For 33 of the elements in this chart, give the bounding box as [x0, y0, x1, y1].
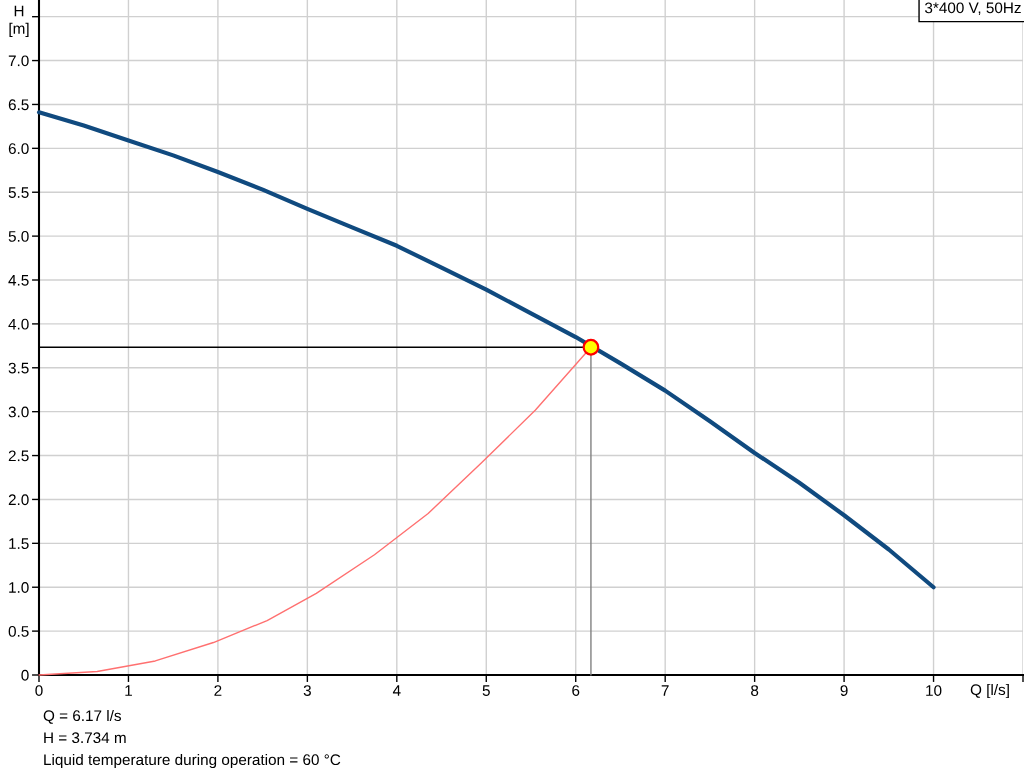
y-tick-label: 1.5 — [9, 538, 29, 550]
x-tick-label: 8 — [751, 685, 759, 696]
text: H = 3.734 m — [44, 732, 126, 744]
y-axis-title: H [m] — [9, 5, 29, 37]
x-tick-label: 3 — [303, 685, 311, 696]
x-tick-label: 1 — [125, 685, 132, 696]
annotation: 3*400 V, 50Hz — [924, 2, 1021, 16]
y-tick-label: 3.5 — [8, 362, 29, 374]
line-series — [36, 110, 936, 590]
y-tick-label: 4.0 — [8, 318, 29, 330]
y-tick-label: 7.0 — [8, 55, 29, 67]
y-tick-label: 2.5 — [8, 450, 29, 462]
y-tick-label: 1.0 — [9, 582, 29, 593]
y-tick-label: 0.5 — [8, 625, 29, 637]
text: Liquid temperature during operation = 60 °C — [44, 753, 341, 769]
x-tick-label: 10 — [926, 685, 942, 696]
x-tick-label: 9 — [840, 685, 848, 696]
y-tick-label: 2.0 — [8, 494, 29, 506]
text: Q = 6.17 l/s — [43, 709, 121, 724]
x-tick-label: 6 — [572, 685, 580, 696]
y-tick-label: 0 — [21, 669, 29, 681]
x-axis-title: Q [l/s] — [970, 683, 1009, 699]
x-tick-label: 7 — [661, 685, 669, 696]
x-tick-label: 0 — [35, 685, 43, 696]
y-tick-label: 6.0 — [8, 143, 29, 155]
x-tick-label: 2 — [214, 685, 222, 696]
y-tick-label: 6.5 — [8, 99, 29, 111]
y-tick-label: 5.0 — [8, 230, 29, 242]
y-tick-label: 3.0 — [8, 406, 29, 418]
x-tick-label: 5 — [482, 685, 490, 696]
y-tick-label: 5.5 — [8, 187, 29, 198]
y-tick-label: 4.5 — [8, 275, 29, 286]
x-tick-label: 4 — [392, 685, 401, 696]
